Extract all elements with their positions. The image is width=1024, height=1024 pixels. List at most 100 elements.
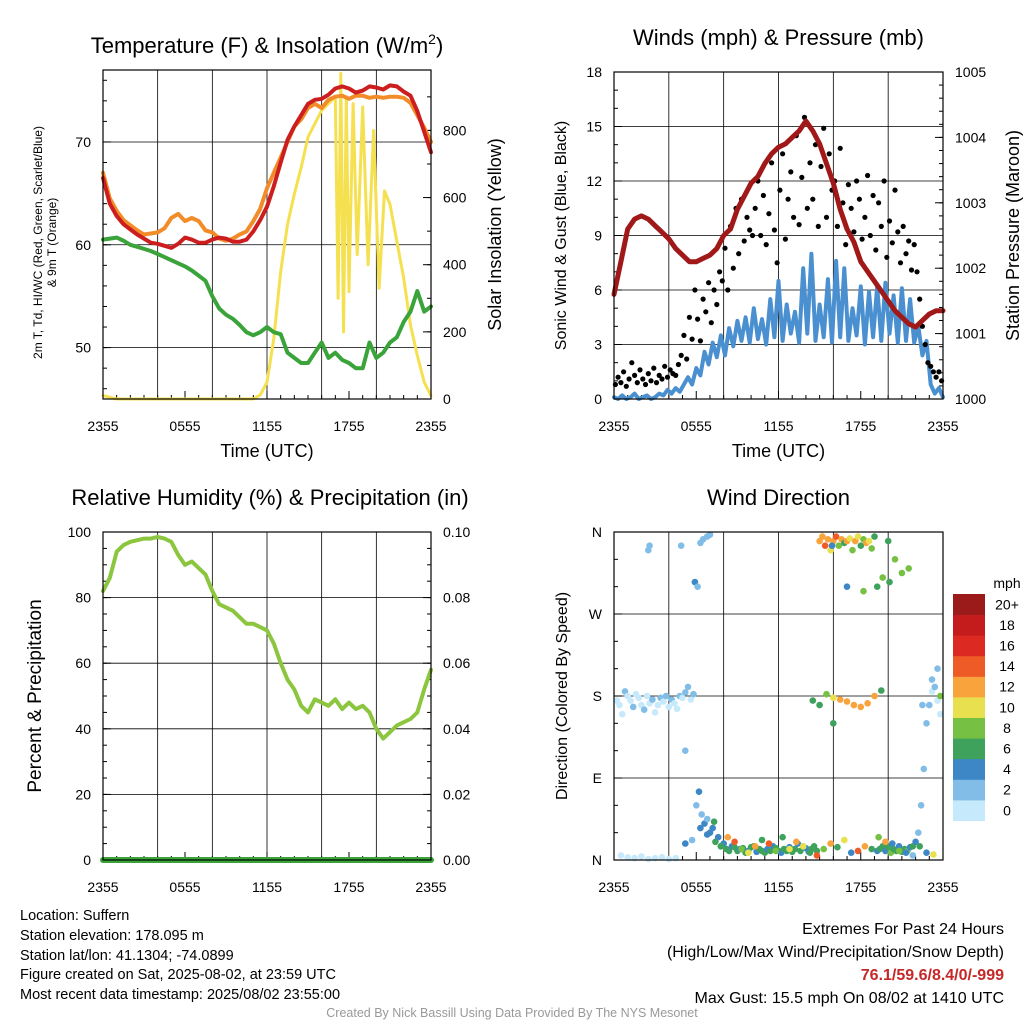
x-tick-label: 0555	[681, 879, 712, 895]
x-tick-label: 2355	[415, 418, 446, 434]
colorbar-label: 14	[999, 658, 1015, 674]
direction-point	[886, 578, 893, 586]
direction-point	[898, 569, 906, 577]
direction-point	[806, 849, 814, 856]
gust-point	[621, 369, 627, 375]
gust-point	[730, 265, 736, 271]
gust-point	[928, 363, 934, 369]
y-tick-label: 0	[83, 852, 91, 868]
direction-point	[917, 802, 925, 809]
direction-point	[850, 701, 858, 709]
direction-point	[895, 843, 903, 850]
direction-point	[824, 536, 832, 543]
gust-point	[717, 269, 723, 275]
x-tick-label: 1155	[252, 418, 282, 434]
direction-point	[889, 840, 896, 847]
gust-point	[769, 160, 775, 166]
direction-point	[710, 818, 718, 825]
gust-point	[711, 287, 717, 293]
y2-tick-label: 600	[443, 190, 467, 206]
direction-point	[791, 845, 799, 853]
direction-point	[627, 697, 634, 704]
gust-point	[837, 145, 843, 151]
gust-point	[777, 187, 783, 193]
gust-point	[667, 367, 673, 373]
y2-tick-label: 0.02	[443, 786, 470, 802]
gust-point	[834, 223, 841, 229]
direction-point	[624, 854, 631, 861]
extremes-values: 76.1/59.6/8.4/0/-999	[860, 967, 1004, 984]
series-pressure	[611, 118, 946, 330]
gust-point	[840, 200, 846, 206]
gust-point	[818, 163, 824, 170]
direction-point	[629, 703, 637, 711]
y2-tick-label: 1000	[955, 391, 986, 407]
gust-point	[725, 287, 731, 293]
direction-point	[820, 845, 827, 853]
direction-point	[915, 829, 922, 836]
station-info: Location: Suffern Station elevation: 178…	[20, 907, 340, 1006]
colorbar-swatch	[953, 594, 985, 615]
series-sonic-wind	[612, 251, 945, 401]
direction-point	[682, 747, 689, 754]
direction-point	[640, 706, 648, 713]
x-tick-label: 0555	[169, 879, 200, 895]
gust-point	[799, 174, 805, 180]
gust-point	[911, 242, 917, 248]
y-tick-label: 70	[75, 134, 91, 150]
gust-point	[876, 200, 882, 206]
x-tick-label: 1755	[333, 879, 364, 895]
y2-tick-label: 0.06	[443, 655, 470, 671]
colorbar-swatch	[953, 697, 985, 718]
figure-created: Figure created on Sat, 2025-08-02, at 23…	[20, 967, 336, 984]
direction-point	[731, 838, 738, 846]
direction-point	[830, 720, 837, 727]
gust-point	[867, 232, 873, 239]
gust-point	[656, 372, 662, 378]
x-tick-label: 2355	[598, 418, 629, 434]
direction-point	[638, 853, 645, 860]
y-tick-label: 50	[75, 340, 91, 356]
colorbar-label: 10	[999, 699, 1015, 715]
colorbar-swatch	[953, 717, 985, 739]
gust-point	[629, 360, 635, 366]
gust-point	[678, 352, 684, 358]
direction-point	[928, 676, 936, 683]
direction-point	[834, 843, 841, 851]
colorbar-swatch	[953, 676, 985, 698]
gust-point	[684, 356, 690, 362]
direction-point	[809, 697, 817, 704]
direction-point	[654, 701, 662, 709]
direction-point	[665, 855, 673, 863]
x-tick-label: 1155	[763, 879, 793, 895]
gust-point	[760, 192, 767, 199]
direction-point	[618, 710, 626, 718]
series-2m-td	[101, 235, 433, 371]
x-tick-label: 1755	[845, 879, 876, 895]
direction-point	[660, 698, 667, 705]
gust-point	[758, 232, 764, 239]
gust-point	[623, 383, 629, 389]
colorbar-swatch	[953, 635, 985, 657]
direction-point	[937, 692, 944, 700]
direction-point	[682, 689, 689, 696]
direction-point	[738, 845, 745, 853]
direction-point	[799, 843, 807, 850]
station-latlon: Station lat/lon: 41.1304; -74.0899	[20, 947, 234, 964]
gust-point	[747, 227, 753, 233]
direction-point	[832, 533, 840, 540]
gust-point	[826, 151, 832, 157]
direction-point	[703, 815, 711, 823]
x-axis-label: Time (UTC)	[732, 441, 825, 461]
gust-point	[719, 278, 725, 284]
gust-point	[771, 227, 778, 233]
gust-point	[908, 267, 915, 273]
colorbar-label: 20+	[995, 596, 1019, 612]
direction-point	[698, 811, 705, 818]
gust-point	[903, 251, 909, 257]
gust-point	[689, 336, 695, 342]
gust-point	[785, 196, 791, 202]
gust-point	[897, 260, 904, 266]
gust-point	[782, 236, 789, 242]
